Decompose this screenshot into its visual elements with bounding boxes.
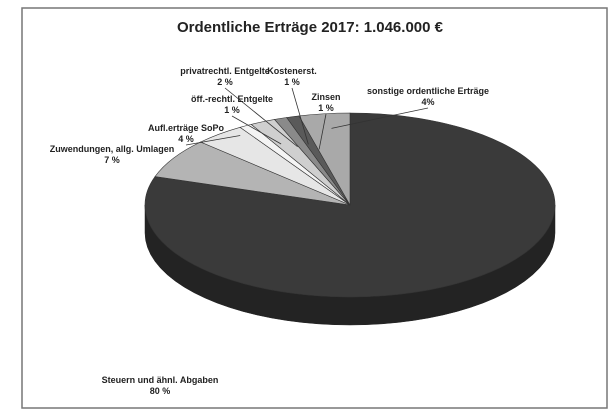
category-label: Kostenerst. [267,66,317,76]
slice [298,112,351,207]
category-label: Zuwendungen, allg. Umlagen [50,144,175,154]
leader-line [291,87,309,145]
slice-label: privatrechtl. Entgelte 2 % [180,66,270,87]
leader-line [224,87,298,148]
slice-label: Zuwendungen, allg. Umlagen 7 % [50,144,175,165]
value-label: 80 % [150,386,171,396]
slice-label: sonstige ordentliche Erträge 4% [367,86,489,107]
value-label: 4 % [178,134,194,144]
leader-line [318,113,327,150]
value-label: 1 % [224,105,240,115]
value-label: 1 % [284,77,300,87]
value-label: 7 % [104,155,120,165]
slice-label: Steuern und ähnl. Abgaben 80 % [102,375,219,396]
category-label: öff.-rechtl. Entgelte [191,94,273,104]
value-label: 4% [421,97,434,107]
slice-label: Aufl.erträge SoPo 4 % [148,123,225,144]
leader-line [185,135,241,146]
chart-title: Ordentliche Erträge 2017: 1.046.000 € [177,19,444,36]
leader-line [331,107,429,129]
value-label: 2 % [217,77,233,87]
category-label: Steuern und ähnl. Abgaben [102,375,219,385]
category-label: Aufl.erträge SoPo [148,123,225,133]
slice-label: Kostenerst. 1 % [267,66,317,87]
category-label: sonstige ordentliche Erträge [367,86,489,96]
category-label: Zinsen [311,92,340,102]
category-label: privatrechtl. Entgelte [180,66,270,76]
slice-label: öff.-rechtl. Entgelte 1 % [191,94,273,115]
value-label: 1 % [318,103,334,113]
leader-line [231,115,282,145]
slice-label: Zinsen 1 % [311,92,340,113]
